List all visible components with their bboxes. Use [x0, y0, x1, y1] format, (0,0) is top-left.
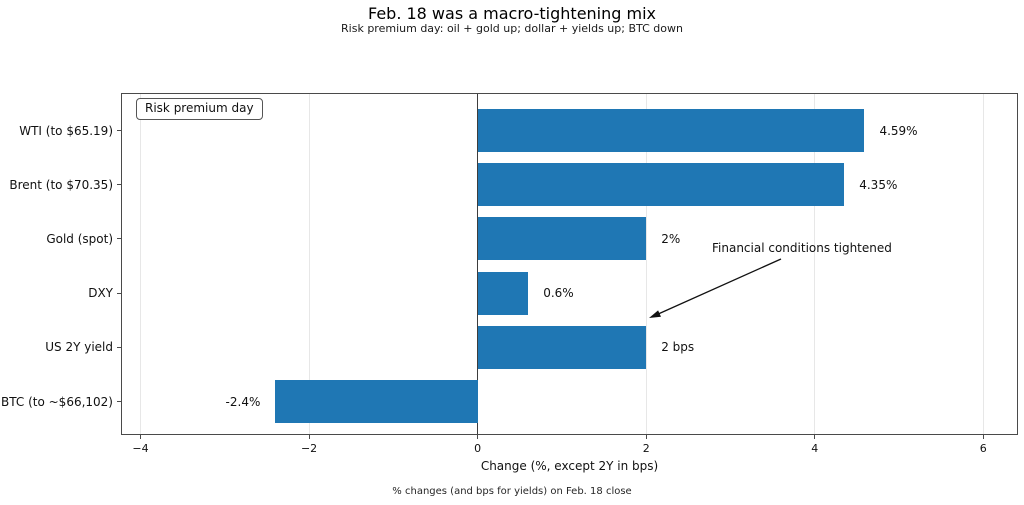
- x-axis-ticks: −4 −2 0 2 4 6: [122, 435, 1017, 465]
- bar-brent: [477, 163, 845, 207]
- x-tick-label: 2: [642, 442, 650, 455]
- x-tick-label: −4: [132, 442, 149, 455]
- bar-btc: [275, 380, 478, 423]
- value-label: 2 bps: [661, 340, 695, 355]
- bar-dxy: [477, 271, 529, 315]
- x-tick-mark: [477, 435, 479, 439]
- x-tick-label: 4: [811, 442, 819, 455]
- x-tick-label: 6: [979, 442, 987, 455]
- y-axis-label: Gold (spot): [46, 231, 113, 246]
- zero-line: [477, 94, 479, 434]
- x-tick-mark: [814, 435, 816, 439]
- bar-wti: [477, 109, 865, 152]
- x-axis-label: Change (%, except 2Y in bps): [480, 459, 659, 473]
- y-tick-mark: [117, 184, 121, 186]
- footer-caption: % changes (and bps for yields) on Feb. 1…: [392, 486, 632, 497]
- gridline: [645, 94, 647, 434]
- y-axis-label: WTI (to $65.19): [19, 123, 113, 138]
- gridline: [982, 94, 984, 434]
- x-tick-mark: [140, 435, 142, 439]
- y-tick-mark: [117, 401, 121, 402]
- y-tick-mark: [117, 130, 121, 131]
- value-label: -2.4%: [225, 394, 261, 409]
- x-tick-mark: [308, 435, 310, 439]
- value-label: 4.59%: [879, 123, 918, 138]
- value-label: 2%: [661, 231, 681, 246]
- y-axis-label: US 2Y yield: [45, 340, 113, 355]
- x-tick-mark: [645, 435, 647, 439]
- chart-title: Feb. 18 was a macro-tightening mix: [367, 4, 657, 23]
- y-tick-mark: [117, 238, 121, 240]
- gridline: [814, 94, 816, 434]
- y-tick-mark: [117, 292, 121, 294]
- bar-us: [477, 325, 647, 369]
- gridline: [308, 94, 310, 434]
- y-axis-tick-marks: [117, 94, 121, 434]
- y-tick-mark: [117, 346, 121, 348]
- value-label: 0.6%: [543, 286, 574, 301]
- bar-gold: [477, 217, 647, 261]
- y-axis-label: DXY: [88, 286, 113, 301]
- legend-label: Risk premium day: [145, 101, 254, 115]
- chart-subtitle: Risk premium day: oil + gold up; dollar …: [341, 22, 683, 35]
- y-axis-label: Brent (to $70.35): [9, 177, 113, 192]
- annotation-text: Financial conditions tightened: [712, 241, 892, 255]
- gridline: [140, 94, 142, 434]
- plot-area: 4.59% 4.35% 2% 0.6% 2 bps -2.4%: [121, 93, 1018, 435]
- legend: Risk premium day: [136, 98, 263, 120]
- x-tick-label: −2: [300, 442, 318, 455]
- x-tick-mark: [982, 435, 984, 439]
- y-axis-labels: WTI (to $65.19) Brent (to $70.35) Gold (sp…: [0, 94, 113, 434]
- value-label: 4.35%: [859, 177, 898, 192]
- y-axis-label: BTC (to ~$66,102): [1, 394, 113, 409]
- x-tick-label: 0: [474, 442, 482, 455]
